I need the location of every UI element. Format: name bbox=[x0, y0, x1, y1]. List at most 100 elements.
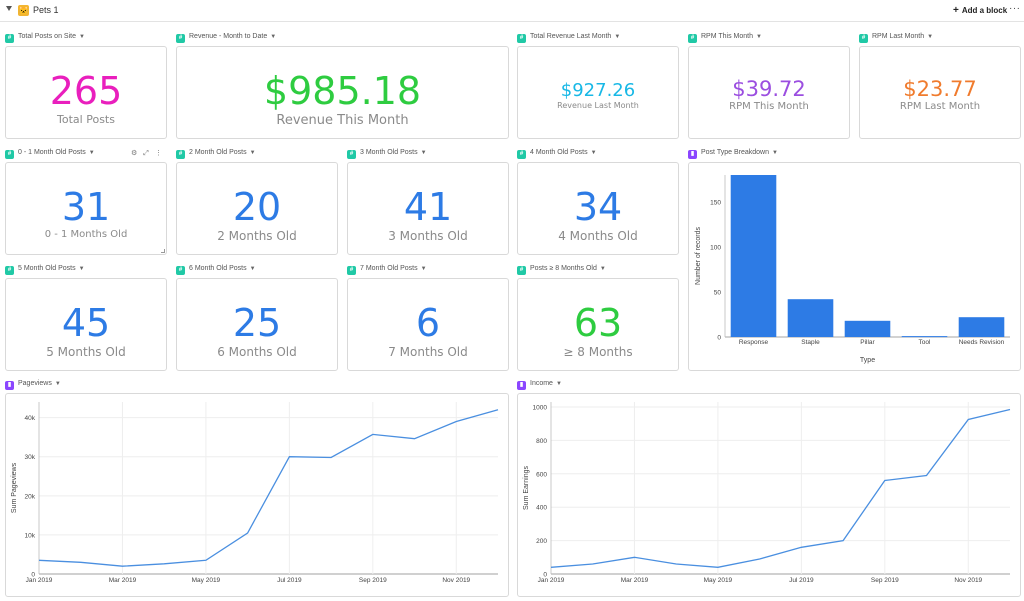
chart-pageviews: 0 10k 20k 30k 40k Sum Pageviews Jan 2019 Mar 20… bbox=[5, 393, 509, 597]
block-header-2-month-old-posts[interactable]: #2 Month Old Posts ▼ bbox=[176, 147, 256, 159]
data-point[interactable] bbox=[841, 539, 845, 543]
number-block-icon: # bbox=[176, 34, 185, 43]
resize-handle-icon[interactable] bbox=[161, 249, 165, 253]
dropdown-caret-icon[interactable]: ▼ bbox=[249, 150, 256, 156]
block-title: RPM Last Month bbox=[872, 33, 925, 40]
dropdown-caret-icon[interactable]: ▼ bbox=[270, 34, 277, 40]
data-point[interactable] bbox=[371, 432, 375, 436]
data-point[interactable] bbox=[79, 560, 83, 564]
data-point[interactable] bbox=[925, 473, 929, 477]
block-header-4-month-old-posts[interactable]: #4 Month Old Posts ▼ bbox=[517, 147, 597, 159]
block-header-5-month-old-posts[interactable]: #5 Month Old Posts ▼ bbox=[5, 263, 85, 275]
collapse-caret-icon[interactable] bbox=[6, 6, 12, 11]
dropdown-caret-icon[interactable]: ▼ bbox=[927, 34, 934, 40]
bar-staple[interactable] bbox=[787, 299, 834, 337]
block-header-6-month-old-posts[interactable]: #6 Month Old Posts ▼ bbox=[176, 263, 256, 275]
block-header-total-posts-on-site[interactable]: # Total Posts on Site ▼ bbox=[5, 31, 85, 43]
dropdown-caret-icon[interactable]: ▼ bbox=[88, 150, 95, 156]
chart-svg: 0 200 400 600 800 1000 Sum Earnings Jan 2019 Mar… bbox=[523, 402, 1012, 584]
block-header-posts-8-months-old[interactable]: # Posts ≥ 8 Months Old ▼ bbox=[517, 263, 606, 275]
data-point[interactable] bbox=[204, 558, 208, 562]
block-header-3-month-old-posts[interactable]: #3 Month Old Posts ▼ bbox=[347, 147, 427, 159]
data-point[interactable] bbox=[632, 555, 636, 559]
base-toolbar: 🐱 Pets 1 + Add a block ··· bbox=[0, 0, 1024, 22]
block-title: RPM This Month bbox=[701, 33, 753, 40]
base-title[interactable]: Pets 1 bbox=[33, 5, 59, 15]
stat-card-4-months-old: 34 4 Months Old bbox=[517, 162, 679, 255]
chart-svg: 0 50 100 150 Number of records Response Staple… bbox=[695, 175, 1010, 364]
bar-response[interactable] bbox=[730, 175, 777, 337]
bar-pillar[interactable] bbox=[844, 320, 891, 337]
stat-value: $23.77 bbox=[903, 77, 977, 101]
stat-value: 25 bbox=[232, 301, 282, 345]
block-header-post-type-breakdown[interactable]: ▮ Post Type Breakdown ▼ bbox=[688, 147, 778, 159]
data-point[interactable] bbox=[883, 478, 887, 482]
block-header-income[interactable]: ▮ Income ▼ bbox=[517, 378, 562, 390]
data-point[interactable] bbox=[37, 558, 41, 562]
dropdown-caret-icon[interactable]: ▼ bbox=[614, 34, 621, 40]
dropdown-caret-icon[interactable]: ▼ bbox=[555, 381, 562, 387]
block-header-rpm-this-month[interactable]: # RPM This Month ▼ bbox=[688, 31, 762, 43]
dropdown-caret-icon[interactable]: ▼ bbox=[78, 34, 85, 40]
block-header-rpm-last-month[interactable]: # RPM Last Month ▼ bbox=[859, 31, 933, 43]
stat-value: 34 bbox=[573, 185, 623, 229]
dropdown-caret-icon[interactable]: ▼ bbox=[78, 266, 85, 272]
stat-value: $927.26 bbox=[560, 80, 636, 101]
data-point[interactable] bbox=[674, 562, 678, 566]
dropdown-caret-icon[interactable]: ▼ bbox=[771, 150, 778, 156]
dropdown-caret-icon[interactable]: ▼ bbox=[54, 381, 61, 387]
expand-icon[interactable]: ⤢ bbox=[143, 150, 149, 157]
data-point[interactable] bbox=[591, 562, 595, 566]
data-point[interactable] bbox=[162, 562, 166, 566]
dropdown-caret-icon[interactable]: ▼ bbox=[756, 34, 762, 40]
drag-handle-icon[interactable]: ⋮ bbox=[154, 150, 162, 157]
data-point[interactable] bbox=[329, 456, 333, 460]
data-point[interactable] bbox=[287, 455, 291, 459]
data-point[interactable] bbox=[246, 531, 250, 535]
x-tick-label: May 2019 bbox=[192, 577, 221, 584]
stat-label: Revenue This Month bbox=[276, 113, 409, 128]
number-block-icon: # bbox=[176, 266, 185, 275]
stat-value: $985.18 bbox=[263, 69, 422, 113]
data-point[interactable] bbox=[799, 545, 803, 549]
stat-label: 0 - 1 Months Old bbox=[44, 229, 128, 240]
block-title: 7 Month Old Posts bbox=[360, 265, 418, 272]
block-header-0-1-month-old-posts[interactable]: #0 - 1 Month Old Posts ▼ bbox=[5, 147, 95, 159]
stat-value: 45 bbox=[61, 301, 111, 345]
block-header-pageviews[interactable]: ▮ Pageviews ▼ bbox=[5, 378, 61, 390]
stat-value: 6 bbox=[415, 301, 441, 345]
dropdown-caret-icon[interactable]: ▼ bbox=[420, 150, 427, 156]
data-point[interactable] bbox=[120, 564, 124, 568]
data-point[interactable] bbox=[966, 418, 970, 422]
base-emoji-icon: 🐱 bbox=[18, 5, 29, 16]
block-title: Total Revenue Last Month bbox=[530, 33, 612, 40]
settings-gear-icon[interactable]: ⚙ bbox=[131, 150, 138, 157]
add-block-button[interactable]: + Add a block bbox=[953, 5, 1007, 16]
data-point[interactable] bbox=[1008, 408, 1012, 412]
bar-tool[interactable] bbox=[901, 336, 948, 338]
data-point[interactable] bbox=[454, 420, 458, 424]
block-title: 4 Month Old Posts bbox=[530, 149, 588, 156]
dropdown-caret-icon[interactable]: ▼ bbox=[249, 266, 256, 272]
y-tick-label: 10k bbox=[25, 532, 36, 539]
chart-block-icon: ▮ bbox=[688, 150, 697, 159]
data-point[interactable] bbox=[758, 557, 762, 561]
block-header-revenue-month-to-date[interactable]: # Revenue - Month to Date ▼ bbox=[176, 31, 276, 43]
x-tick-label: Staple bbox=[801, 339, 820, 346]
y-tick-label: 100 bbox=[710, 245, 721, 252]
dropdown-caret-icon[interactable]: ▼ bbox=[420, 266, 427, 272]
more-options-icon[interactable]: ··· bbox=[1009, 3, 1021, 14]
x-tick-label: Jul 2019 bbox=[277, 577, 302, 584]
bar-needs-revision[interactable] bbox=[958, 317, 1005, 337]
dropdown-caret-icon[interactable]: ▼ bbox=[590, 150, 597, 156]
y-tick-label: 20k bbox=[25, 493, 36, 500]
data-point[interactable] bbox=[496, 408, 500, 412]
x-tick-label: Response bbox=[739, 339, 769, 346]
data-point[interactable] bbox=[549, 565, 553, 569]
dropdown-caret-icon[interactable]: ▼ bbox=[599, 266, 606, 272]
block-header-total-revenue-last-month[interactable]: # Total Revenue Last Month ▼ bbox=[517, 31, 620, 43]
data-point[interactable] bbox=[413, 437, 417, 441]
stat-card-0-1-months-old: 31 0 - 1 Months Old bbox=[5, 162, 167, 255]
data-point[interactable] bbox=[716, 565, 720, 569]
block-header-7-month-old-posts[interactable]: #7 Month Old Posts ▼ bbox=[347, 263, 427, 275]
